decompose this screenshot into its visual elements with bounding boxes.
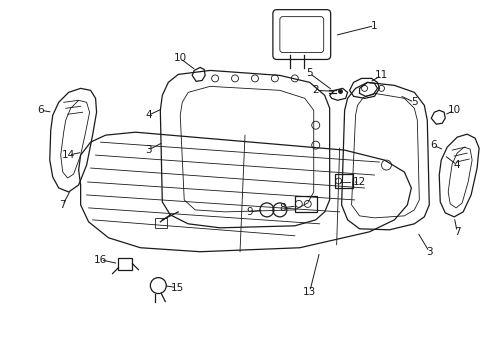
Text: 5: 5 (410, 97, 417, 107)
Text: 14: 14 (62, 150, 75, 160)
Text: 5: 5 (306, 68, 312, 78)
Text: 11: 11 (374, 71, 387, 80)
Text: 10: 10 (173, 54, 186, 63)
Text: 4: 4 (453, 160, 460, 170)
Text: 7: 7 (453, 227, 460, 237)
Text: 3: 3 (425, 247, 432, 257)
Text: 8: 8 (279, 203, 285, 213)
Bar (334, 174, 352, 188)
Text: 6: 6 (429, 140, 436, 150)
Text: 4: 4 (145, 110, 151, 120)
Text: 12: 12 (352, 177, 366, 187)
Text: 2: 2 (312, 85, 318, 95)
Bar (294, 196, 316, 212)
Bar (155, 218, 167, 228)
Text: 13: 13 (303, 287, 316, 297)
Text: 1: 1 (370, 21, 377, 31)
Text: 16: 16 (94, 255, 107, 265)
Bar (118, 258, 132, 270)
Text: 7: 7 (59, 200, 66, 210)
Text: 10: 10 (447, 105, 460, 115)
Text: 6: 6 (38, 105, 44, 115)
Text: 9: 9 (246, 207, 253, 217)
Text: 15: 15 (170, 283, 183, 293)
Text: 3: 3 (145, 145, 151, 155)
